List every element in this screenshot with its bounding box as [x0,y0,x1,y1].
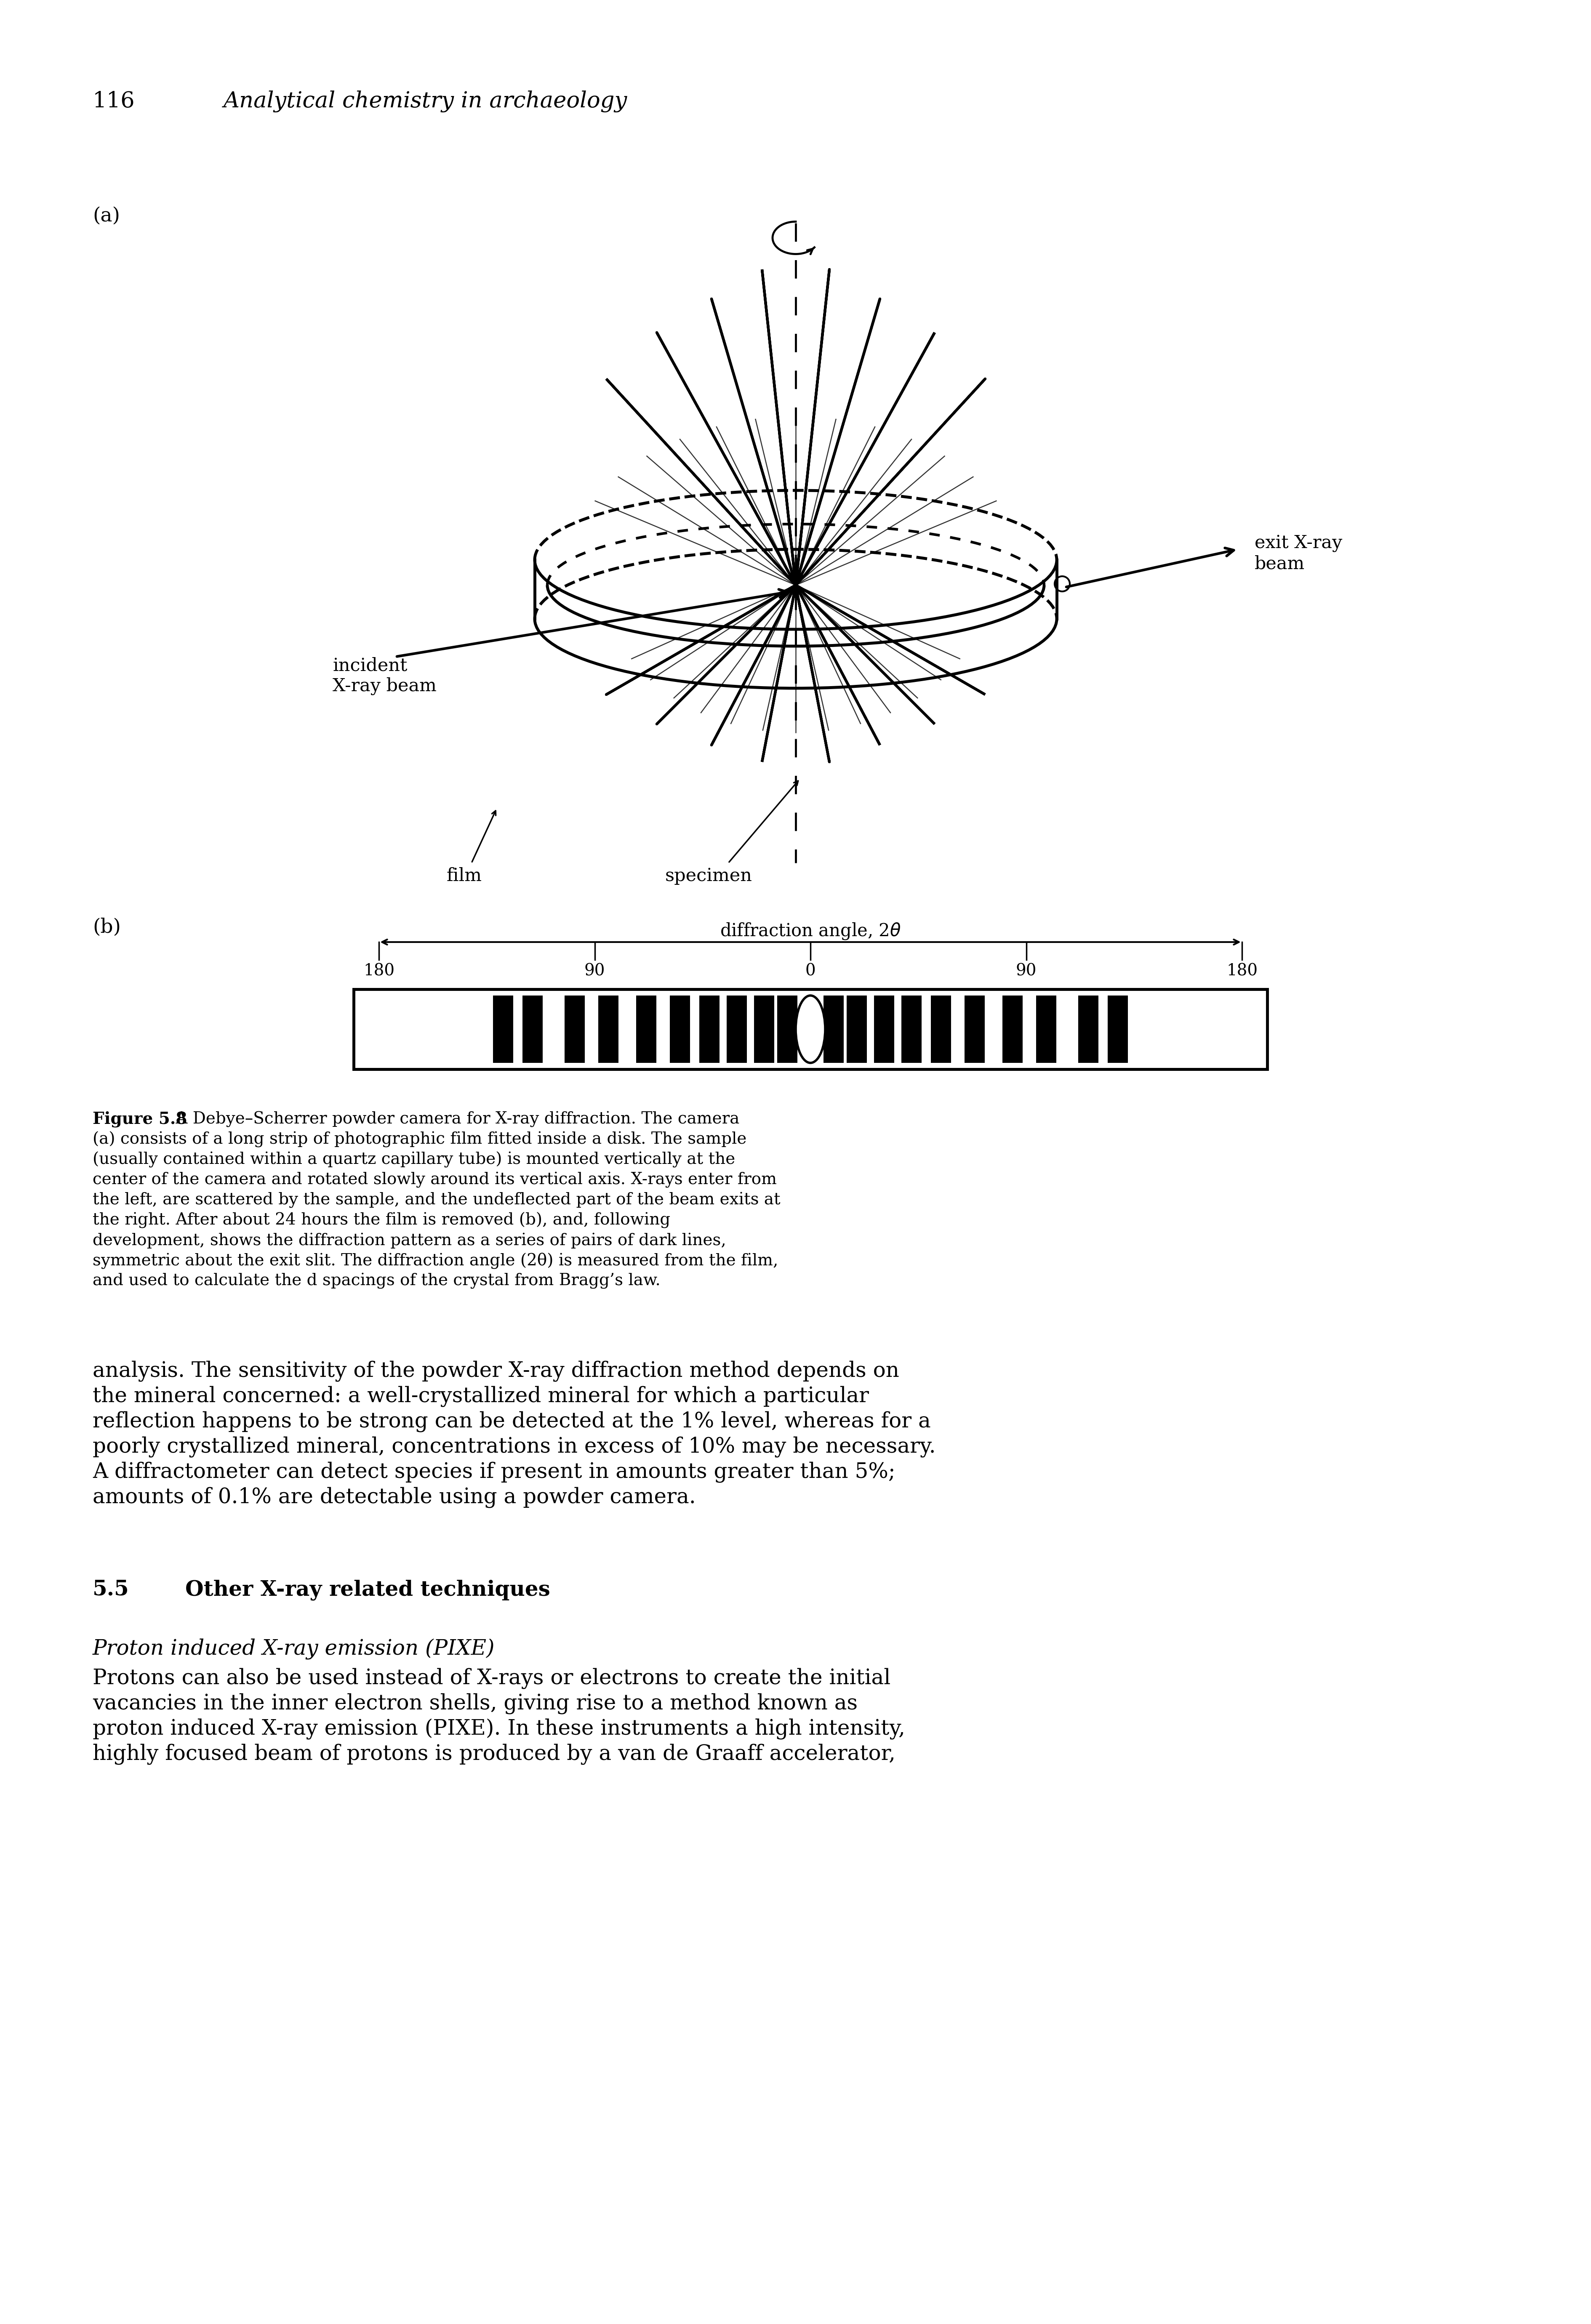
Text: (a) consists of a long strip of photographic film fitted inside a disk. The samp: (a) consists of a long strip of photogra… [92,1132,746,1148]
Text: exit X-ray
beam: exit X-ray beam [1254,535,1341,572]
Ellipse shape [796,995,826,1062]
Text: Other X-ray related techniques: Other X-ray related techniques [185,1580,550,1601]
Text: 180: 180 [1227,962,1257,978]
Text: the mineral concerned: a well-crystallized mineral for which a particular: the mineral concerned: a well-crystalliz… [92,1385,869,1406]
Bar [1079,995,1098,1062]
Bar [698,995,719,1062]
Bar [1002,995,1023,1062]
Bar [901,995,921,1062]
Text: incident
X-ray beam: incident X-ray beam [333,658,436,695]
Text: 0: 0 [805,962,816,978]
Text: proton induced X-ray emission (PIXE). In these instruments a high intensity,: proton induced X-ray emission (PIXE). In… [92,1717,905,1738]
Text: Proton induced X-ray emission (PIXE): Proton induced X-ray emission (PIXE) [92,1638,495,1659]
Text: Analytical chemistry in archaeology: Analytical chemistry in archaeology [223,91,627,112]
Text: film: film [445,867,482,885]
Bar [1036,995,1056,1062]
Text: A Debye–Scherrer powder camera for X-ray diffraction. The camera: A Debye–Scherrer powder camera for X-ray… [170,1111,740,1127]
Bar [776,995,797,1062]
Bar [565,995,584,1062]
Text: vacancies in the inner electron shells, giving rise to a method known as: vacancies in the inner electron shells, … [92,1692,858,1715]
Text: reflection happens to be strong can be detected at the 1% level, whereas for a: reflection happens to be strong can be d… [92,1411,931,1432]
Text: center of the camera and rotated slowly around its vertical axis. X-rays enter f: center of the camera and rotated slowly … [92,1171,776,1188]
Text: poorly crystallized mineral, concentrations in excess of 10% may be necessary.: poorly crystallized mineral, concentrati… [92,1436,936,1457]
Text: 90: 90 [1015,962,1036,978]
Text: symmetric about the exit slit. The diffraction angle (2θ) is measured from the f: symmetric about the exit slit. The diffr… [92,1253,778,1269]
Text: 116: 116 [92,91,135,112]
Text: analysis. The sensitivity of the powder X-ray diffraction method depends on: analysis. The sensitivity of the powder … [92,1360,899,1380]
Bar [522,995,543,1062]
Bar [493,995,512,1062]
Text: (b): (b) [92,918,121,937]
Bar [931,995,951,1062]
Text: 180: 180 [363,962,395,978]
Text: amounts of 0.1% are detectable using a powder camera.: amounts of 0.1% are detectable using a p… [92,1487,695,1508]
Bar [636,995,655,1062]
Text: 90: 90 [584,962,605,978]
Bar [598,995,619,1062]
Text: Figure 5.8: Figure 5.8 [92,1111,188,1127]
Text: 5.5: 5.5 [92,1580,129,1599]
Bar [1107,995,1128,1062]
Bar [873,995,894,1062]
Bar [353,990,1266,1069]
Text: (usually contained within a quartz capillary tube) is mounted vertically at the: (usually contained within a quartz capil… [92,1153,735,1169]
Text: the right. After about 24 hours the film is removed (b), and, following: the right. After about 24 hours the film… [92,1213,670,1229]
Text: A diffractometer can detect species if present in amounts greater than 5%;: A diffractometer can detect species if p… [92,1462,896,1483]
Text: specimen: specimen [665,867,753,885]
Text: Protons can also be used instead of X-rays or electrons to create the initial: Protons can also be used instead of X-ra… [92,1669,891,1690]
Text: development, shows the diffraction pattern as a series of pairs of dark lines,: development, shows the diffraction patte… [92,1232,725,1248]
Text: diffraction angle, 2$\theta$: diffraction angle, 2$\theta$ [719,920,901,941]
Bar [670,995,690,1062]
Text: and used to calculate the d spacings of the crystal from Bragg’s law.: and used to calculate the d spacings of … [92,1274,660,1290]
Text: highly focused beam of protons is produced by a van de Graaff accelerator,: highly focused beam of protons is produc… [92,1743,896,1764]
Bar [727,995,746,1062]
Bar [823,995,843,1062]
Bar [846,995,867,1062]
Text: the left, are scattered by the sample, and the undeflected part of the beam exit: the left, are scattered by the sample, a… [92,1192,780,1208]
Bar [964,995,985,1062]
Text: (a): (a) [92,207,119,225]
Bar [754,995,775,1062]
